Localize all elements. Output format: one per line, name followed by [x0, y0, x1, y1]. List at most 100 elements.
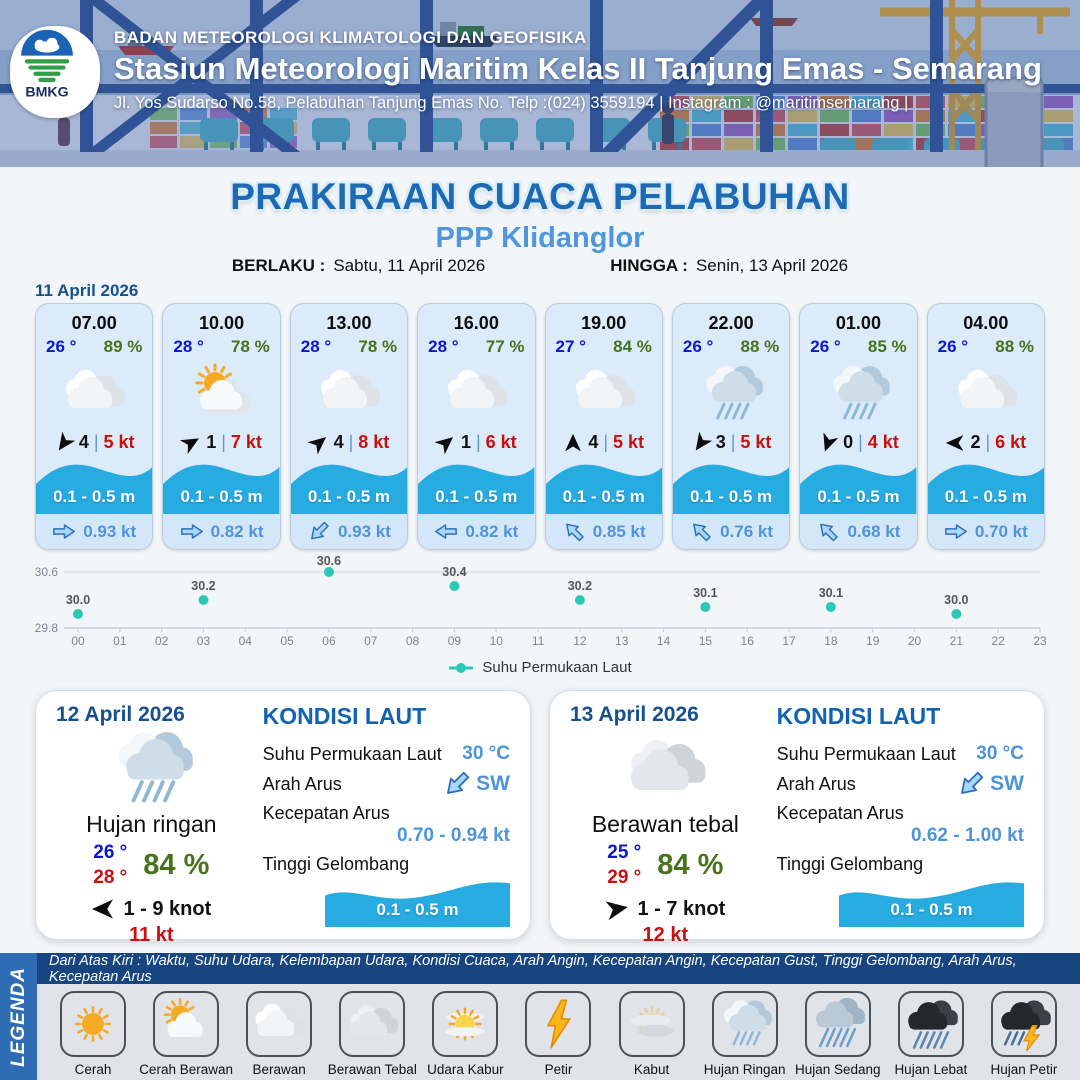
humidity: 77 % [485, 337, 525, 356]
svg-text:30.1: 30.1 [693, 586, 717, 600]
window-frame [0, 0, 1080, 152]
current-row: 0.85 kt [545, 514, 662, 549]
gust-speed: 6 kt [485, 432, 517, 452]
current-direction-icon [813, 516, 843, 546]
svg-text:30.2: 30.2 [568, 579, 592, 593]
wave-height: 0.1 - 0.5 m [562, 487, 645, 506]
wind-gust-separator: | [221, 432, 226, 452]
header-illustration [0, 0, 1080, 167]
wave-height-label: Tinggi Gelombang [262, 854, 410, 874]
air-temperature: 26 ° [937, 337, 969, 356]
forecast-card: 22.00 26 ° 88 % 3 | 5 kt 0.1 - 0.5 m 0.7… [671, 303, 791, 550]
wind-direction-icon [563, 433, 583, 453]
wind-speed: 4 [588, 432, 599, 452]
temp-humidity-row: 28 ° 77 % [418, 334, 534, 357]
daily-wind: 1 - 7 knot [605, 897, 725, 921]
legend-item-label: Hujan Sedang [794, 1062, 881, 1077]
header-banner: BMKG BADAN METEOROLOGI KLIMATOLOGI DAN G… [0, 0, 1080, 167]
temp-humidity-row: 28 ° 78 % [291, 334, 407, 357]
temp-humidity-row: 26 ° 88 % [673, 334, 789, 357]
wave-height-band: 0.1 - 0.5 m [290, 457, 408, 514]
current-row: 0.76 kt [672, 514, 790, 549]
daily-temps: 25 ° 29 ° 84 % [607, 841, 723, 890]
forecast-card: 04.00 26 ° 88 % 2 | 6 kt 0.1 - 0.5 m 0.7… [926, 303, 1045, 550]
svg-text:23: 23 [1033, 634, 1047, 648]
wave-height-band: 0.1 - 0.5 m [36, 457, 153, 514]
forecast-time: 22.00 [708, 313, 754, 333]
wave-height-band: 0.1 - 0.5 m [163, 457, 280, 514]
berawan-icon [546, 359, 662, 429]
forecast-date-label: 11 April 2026 [35, 281, 139, 300]
current-speed: 0.70 kt [974, 521, 1028, 541]
sst-label: Suhu Permukaan Laut [776, 743, 956, 764]
svg-text:09: 09 [448, 634, 462, 648]
daily-humidity: 84 % [143, 849, 210, 882]
wave-height-label: Tinggi Gelombang [776, 854, 924, 874]
hujan-ringan-icon [711, 991, 778, 1057]
wave-shape [839, 882, 1024, 927]
berawan-tebal-icon [339, 991, 406, 1057]
current-speed: 0.85 kt [592, 521, 646, 541]
forecast-card: 07.00 26 ° 89 % 4 | 5 kt 0.1 - 0.5 m 0.9… [35, 303, 154, 550]
temp-humidity-row: 28 ° 78 % [163, 334, 279, 357]
hujan-petir-icon [990, 991, 1057, 1057]
sea-conditions: KONDISI LAUT Suhu Permukaan Laut 30 °C A… [247, 703, 510, 927]
legend-item-label: Berawan [252, 1062, 306, 1077]
wave-height-value: 0.1 - 0.5 m [890, 900, 973, 919]
wind-direction-icon [432, 428, 460, 456]
current-direction-label: Arah Arus [776, 773, 856, 794]
wave-height: 0.1 - 0.5 m [817, 487, 900, 506]
wind-direction-icon [945, 433, 965, 453]
legend-item-label: Kabut [633, 1062, 670, 1077]
wave-height-graphic: 0.1 - 0.5 m [325, 877, 510, 927]
wind-gust-separator: | [858, 432, 863, 452]
wave-shape [927, 464, 1044, 514]
forecast-card: 01.00 26 ° 85 % 0 | 4 kt 0.1 - 0.5 m 0.6… [799, 303, 918, 550]
current-speed-value: 0.70 - 0.94 kt [396, 825, 510, 846]
gust-speed: 4 kt [867, 432, 899, 452]
svg-text:BMKG: BMKG [25, 84, 68, 100]
current-direction-icon [304, 516, 334, 546]
current-direction-value: SW [990, 772, 1024, 795]
current-direction-icon [180, 522, 204, 541]
berlaku-label: BERLAKU : [231, 256, 326, 275]
hingga-label: HINGGA : [610, 256, 688, 275]
daily-date: 13 April 2026 [570, 703, 699, 726]
wind-speed: 3 [715, 432, 726, 452]
legend-item: Berawan Tebal [328, 991, 417, 1080]
current-row: 0.82 kt [418, 514, 535, 549]
sst-label: Suhu Permukaan Laut [262, 743, 442, 764]
legend-item-label: Hujan Lebat [894, 1062, 968, 1077]
humidity: 88 % [740, 337, 780, 356]
forecast-time: 04.00 [963, 313, 1009, 333]
wave-height: 0.1 - 0.5 m [944, 487, 1027, 506]
wind-speed: 2 [970, 432, 981, 452]
air-temperature: 26 ° [46, 337, 77, 356]
berawan-tebal-icon [615, 727, 715, 811]
sea-conditions-heading: KONDISI LAUT [776, 703, 941, 729]
svg-text:16: 16 [741, 634, 755, 648]
temp-humidity-row: 26 ° 89 % [36, 334, 152, 357]
page-title: PRAKIRAAN CUACA PELABUHAN [230, 176, 850, 217]
svg-text:20: 20 [908, 634, 922, 648]
petir-icon [525, 991, 592, 1057]
wind-speed: 4 [78, 432, 89, 452]
humidity: 84 % [613, 337, 652, 356]
forecast-time: 16.00 [453, 313, 499, 333]
wind-direction-icon [687, 429, 715, 457]
wave-shape [418, 464, 535, 514]
wind-row: 4 | 5 kt [546, 432, 662, 453]
air-temperature: 26 ° [682, 337, 714, 356]
legend-item-label: Udara Kabur [427, 1062, 504, 1077]
wind-direction-icon [604, 895, 632, 923]
current-direction-icon [952, 765, 990, 803]
wind-gust-separator: | [985, 432, 991, 452]
svg-text:30.2: 30.2 [191, 579, 215, 593]
gust-speed: 5 kt [613, 432, 645, 452]
current-speed: 0.82 kt [465, 521, 519, 541]
svg-text:10: 10 [490, 634, 504, 648]
humidity: 89 % [103, 337, 143, 356]
sst-value: 30 °C [462, 743, 510, 764]
forecast-time: 13.00 [326, 313, 372, 333]
wind-gust-separator: | [603, 432, 609, 452]
